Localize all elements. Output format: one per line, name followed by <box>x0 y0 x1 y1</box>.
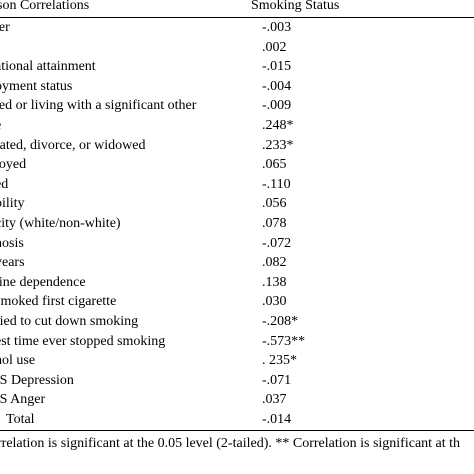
row-value: -.110 <box>262 176 291 192</box>
row-value: .037 <box>262 392 287 408</box>
row-label: ler <box>0 20 10 35</box>
row-label: nosis <box>0 235 24 251</box>
row-value: -.072 <box>262 235 292 251</box>
row-value: .002 <box>262 39 287 55</box>
row-value: -.003 <box>262 20 292 35</box>
row-label: ied or living with a significant other <box>0 98 197 114</box>
row-label: ational attainment <box>0 59 96 75</box>
row-label: bility <box>0 196 25 212</box>
row-value: -.071 <box>262 372 292 388</box>
row-label: hol use <box>0 353 36 369</box>
row-value: .078 <box>262 216 287 231</box>
row-label: loyed <box>0 157 27 173</box>
row-value: .233* <box>262 137 294 153</box>
row-label: smoked first cigarette <box>0 294 117 310</box>
row-value: .030 <box>262 294 287 310</box>
row-value: . 235* <box>262 353 297 369</box>
table-footnote: rrelation is significant at the 0.05 lev… <box>0 436 461 451</box>
row-value: -.014 <box>262 412 292 427</box>
row-label: years <box>0 255 25 271</box>
row-value: .248* <box>262 118 294 133</box>
table-top-rule <box>0 17 474 18</box>
row-value: .082 <box>262 255 287 271</box>
row-label: rated, divorce, or widowed <box>0 137 146 153</box>
row-label: city (white/non-white) <box>0 216 121 231</box>
row-label: IS Anger <box>0 392 46 408</box>
row-label: e <box>0 118 1 134</box>
row-value: -.208* <box>262 314 299 329</box>
row-label: ed <box>0 176 9 192</box>
row-value: -.573** <box>262 333 306 349</box>
header-smoking-status: Smoking Status <box>251 0 340 13</box>
row-value: .065 <box>262 157 287 173</box>
row-label: oyment status <box>0 78 73 94</box>
row-value: .138 <box>262 274 287 290</box>
row-value: -.015 <box>262 59 292 75</box>
row-label: IS Depression <box>0 372 74 388</box>
row-label: ried to cut down smoking <box>0 314 139 329</box>
row-value: -.009 <box>262 98 292 114</box>
row-label: est time ever stopped smoking <box>0 333 166 349</box>
row-value: .056 <box>262 196 287 212</box>
row-value: -.004 <box>262 78 292 94</box>
row-label: Total <box>6 412 35 427</box>
header-correlations: son Correlations <box>0 0 90 13</box>
row-label: tine dependence <box>0 274 86 290</box>
table-bottom-rule <box>0 430 474 431</box>
